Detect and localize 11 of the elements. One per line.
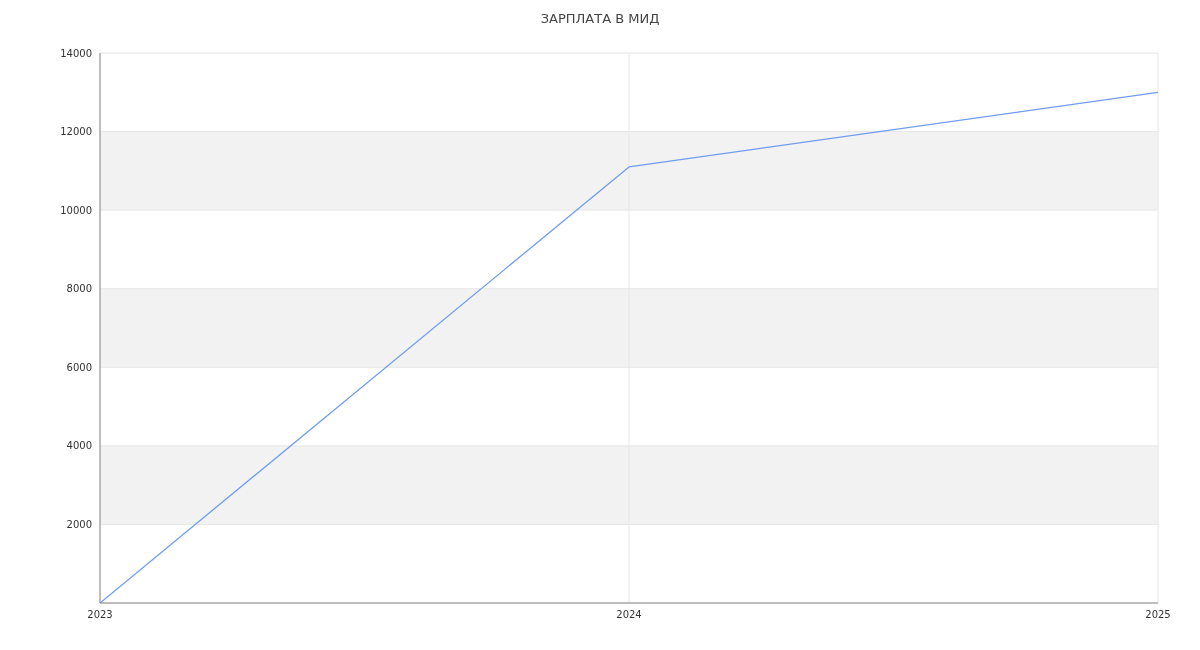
y-tick-label: 4000 — [66, 440, 92, 452]
y-tick-label: 14000 — [60, 47, 92, 59]
y-tick-label: 10000 — [60, 204, 92, 216]
y-tick-label: 12000 — [60, 126, 92, 138]
y-tick-label: 6000 — [66, 361, 92, 373]
x-tick-label: 2025 — [1145, 609, 1171, 621]
chart-title: ЗАРПЛАТА В МИД — [539, 10, 661, 28]
y-tick-label: 8000 — [66, 283, 92, 295]
y-tick-label: 2000 — [66, 518, 92, 530]
x-tick-label: 2024 — [616, 609, 642, 621]
x-tick-label: 2023 — [87, 609, 113, 621]
